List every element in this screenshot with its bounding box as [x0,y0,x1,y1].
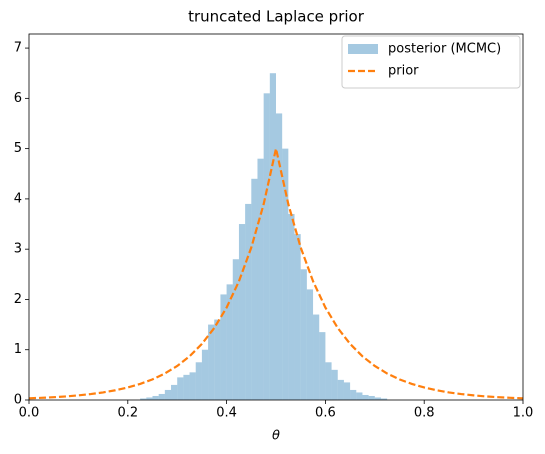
histogram-bar [201,349,209,400]
x-tick-label: 0.0 [19,406,40,421]
legend-label: prior [388,64,419,79]
y-tick-label: 2 [14,292,22,307]
histogram-bar [343,382,351,400]
histogram-bar [362,394,369,400]
histogram-bar [195,362,202,400]
chart-title: truncated Laplace prior [188,8,365,26]
x-tick-label: 0.6 [315,406,336,421]
histogram-bar [313,314,320,400]
histogram-bar [238,224,246,400]
histogram-bar [356,392,363,400]
histogram-bar [152,395,159,400]
y-tick-label: 7 [14,41,22,56]
histogram-bar [337,379,344,400]
legend-box [341,35,521,89]
histogram-bar [226,284,233,400]
y-tick-label: 0 [14,393,22,408]
histogram-bar [300,269,307,400]
histogram-bar [232,259,239,400]
histogram-bar [325,362,332,400]
histogram-bar [374,397,381,400]
histogram-bar [251,178,258,400]
legend-label: posterior (MCMC) [388,42,501,57]
histogram-bar [288,213,295,400]
histogram-bar [183,374,190,400]
histogram-bar [158,393,165,400]
histogram-bar [269,73,276,400]
histogram-bar [189,372,196,400]
histogram-bar [380,398,388,400]
histogram-bar [276,113,283,400]
x-axis-label: θ [272,429,280,444]
histogram-bar [177,377,184,400]
histogram-bar [368,395,375,400]
y-tick-label: 4 [14,191,22,206]
x-tick-label: 1.0 [513,406,534,421]
histogram-bar [214,319,221,400]
y-tick-label: 1 [14,342,22,357]
histogram-bar [350,389,357,400]
histogram-bar [171,384,178,400]
histogram-bar [263,93,270,401]
plot-frame [28,33,524,401]
histogram-bar [282,148,289,400]
histogram-bar [245,203,252,400]
histogram-bar [146,397,153,400]
x-tick-label: 0.4 [216,406,237,421]
histogram-bar [164,389,172,400]
histogram-bar [140,398,147,400]
histogram-bar [208,324,215,400]
x-tick-label: 0.8 [414,406,435,421]
histogram-bar [220,294,227,400]
histogram-bar [319,332,326,400]
y-tick-label: 5 [14,141,22,156]
x-tick-label: 0.2 [117,406,138,421]
histogram-bar [331,369,338,400]
histogram-bar [294,234,301,400]
prior-line [29,148,523,400]
y-tick-label: 6 [14,91,22,106]
histogram-bar [306,289,314,400]
histogram-bar [257,158,264,400]
legend-swatch [348,44,378,54]
y-tick-label: 3 [14,242,22,257]
